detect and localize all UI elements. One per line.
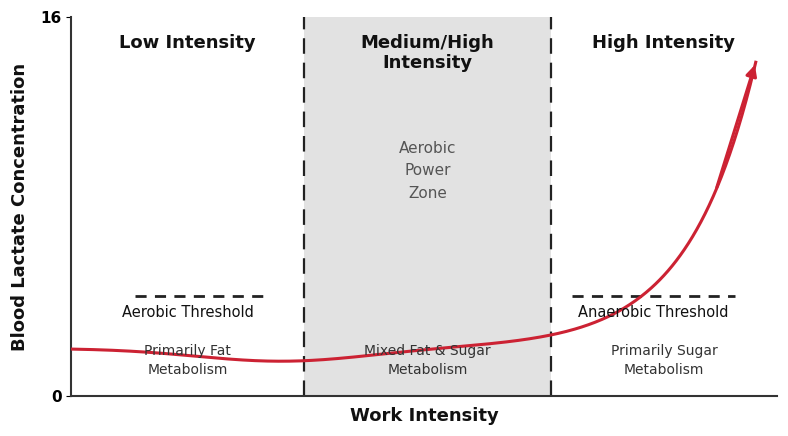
Text: Primarily Fat
Metabolism: Primarily Fat Metabolism xyxy=(144,344,231,377)
Text: Primarily Sugar
Metabolism: Primarily Sugar Metabolism xyxy=(611,344,717,377)
Text: Medium/High
Intensity: Medium/High Intensity xyxy=(361,34,494,72)
Text: High Intensity: High Intensity xyxy=(593,34,735,52)
X-axis label: Work Intensity: Work Intensity xyxy=(350,407,499,425)
Bar xyxy=(304,17,551,396)
Text: Anaerobic Threshold: Anaerobic Threshold xyxy=(578,305,729,320)
Text: Mixed Fat & Sugar
Metabolism: Mixed Fat & Sugar Metabolism xyxy=(364,344,491,377)
Y-axis label: Blood Lactate Concentration: Blood Lactate Concentration xyxy=(11,62,29,351)
Text: Aerobic
Power
Zone: Aerobic Power Zone xyxy=(399,141,456,201)
Text: Aerobic Threshold: Aerobic Threshold xyxy=(121,305,254,320)
Text: Low Intensity: Low Intensity xyxy=(119,34,256,52)
